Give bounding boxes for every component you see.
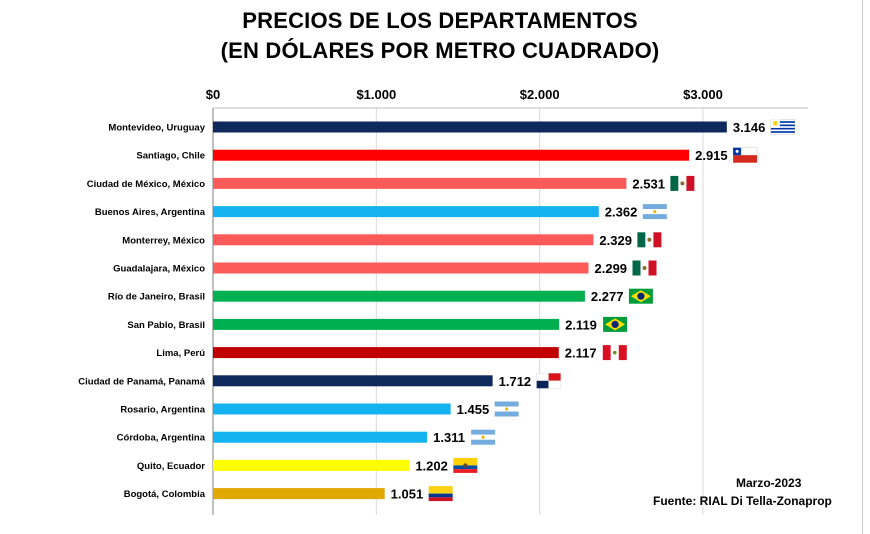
mexico-flag: [637, 232, 662, 248]
date-note: Marzo-2023: [736, 476, 802, 490]
source-note: Fuente: RIAL Di Tella-Zonaprop: [653, 494, 832, 508]
value-label: 2.531: [632, 176, 665, 191]
category-label: Monterrey, México: [122, 235, 205, 246]
colombia-flag: [428, 486, 453, 502]
value-label: 2.119: [565, 317, 597, 332]
value-label: 1.455: [457, 402, 490, 417]
x-tick-label: $1.000: [356, 87, 396, 102]
argentina-flag: [494, 401, 519, 417]
bar: [213, 488, 385, 500]
bar: [213, 234, 594, 246]
value-label: 1.311: [433, 430, 465, 445]
category-label: Buenos Aires, Argentina: [95, 207, 206, 218]
category-label: Montevideo, Uruguay: [108, 123, 205, 134]
argentina-flag: [471, 429, 496, 445]
value-label: 2.329: [599, 233, 632, 248]
bar: [213, 121, 727, 133]
value-label: 1.712: [499, 374, 532, 389]
bar: [213, 403, 451, 415]
value-label: 1.202: [415, 458, 448, 473]
chart-title-line-1: PRECIOS DE LOS DEPARTAMENTOS: [242, 8, 638, 33]
category-label: Ciudad de Panamá, Panamá: [78, 376, 205, 387]
chile-flag: [732, 147, 758, 163]
bar: [213, 290, 585, 302]
bar: [213, 149, 690, 161]
frame-divider: [862, 0, 863, 534]
chart-title-line-2: (EN DÓLARES POR METRO CUADRADO): [220, 38, 660, 63]
x-tick-label: $2.000: [520, 87, 560, 102]
mexico-flag: [670, 175, 695, 191]
category-label: San Pablo, Brasil: [127, 320, 205, 331]
brazil-flag: [603, 316, 628, 332]
value-label: 2.299: [595, 261, 628, 276]
ecuador-flag: [453, 457, 478, 473]
bar: [213, 459, 410, 471]
category-label: Lima, Perú: [156, 348, 205, 359]
value-label: 2.277: [591, 289, 624, 304]
category-label: Río de Janeiro, Brasil: [108, 292, 205, 303]
argentina-flag: [642, 204, 667, 220]
category-label: Guadalajara, México: [113, 264, 205, 275]
brazil-flag: [628, 288, 653, 304]
bar: [213, 177, 627, 189]
peru-flag: [602, 345, 627, 361]
value-label: 2.915: [695, 148, 728, 163]
bar: [213, 375, 493, 387]
x-tick-label: $0: [206, 87, 220, 102]
category-label: Quito, Ecuador: [137, 461, 205, 472]
category-label: Rosario, Argentina: [120, 405, 205, 416]
value-label: 2.117: [565, 346, 597, 361]
bar: [213, 347, 559, 359]
value-label: 1.051: [391, 487, 424, 502]
category-label: Santiago, Chile: [136, 151, 205, 162]
panama-flag: [536, 373, 561, 389]
bar: [213, 262, 589, 274]
bar: [213, 318, 560, 330]
mexico-flag: [632, 260, 657, 276]
bar: [213, 206, 599, 218]
value-label: 2.362: [605, 205, 638, 220]
x-tick-label: $3.000: [683, 87, 723, 102]
category-label: Ciudad de México, México: [87, 179, 205, 190]
category-label: Córdoba, Argentina: [117, 433, 206, 444]
uruguay-flag: [770, 119, 796, 135]
bar: [213, 431, 428, 443]
value-label: 3.146: [733, 120, 766, 135]
category-label: Bogotá, Colombia: [124, 489, 206, 500]
